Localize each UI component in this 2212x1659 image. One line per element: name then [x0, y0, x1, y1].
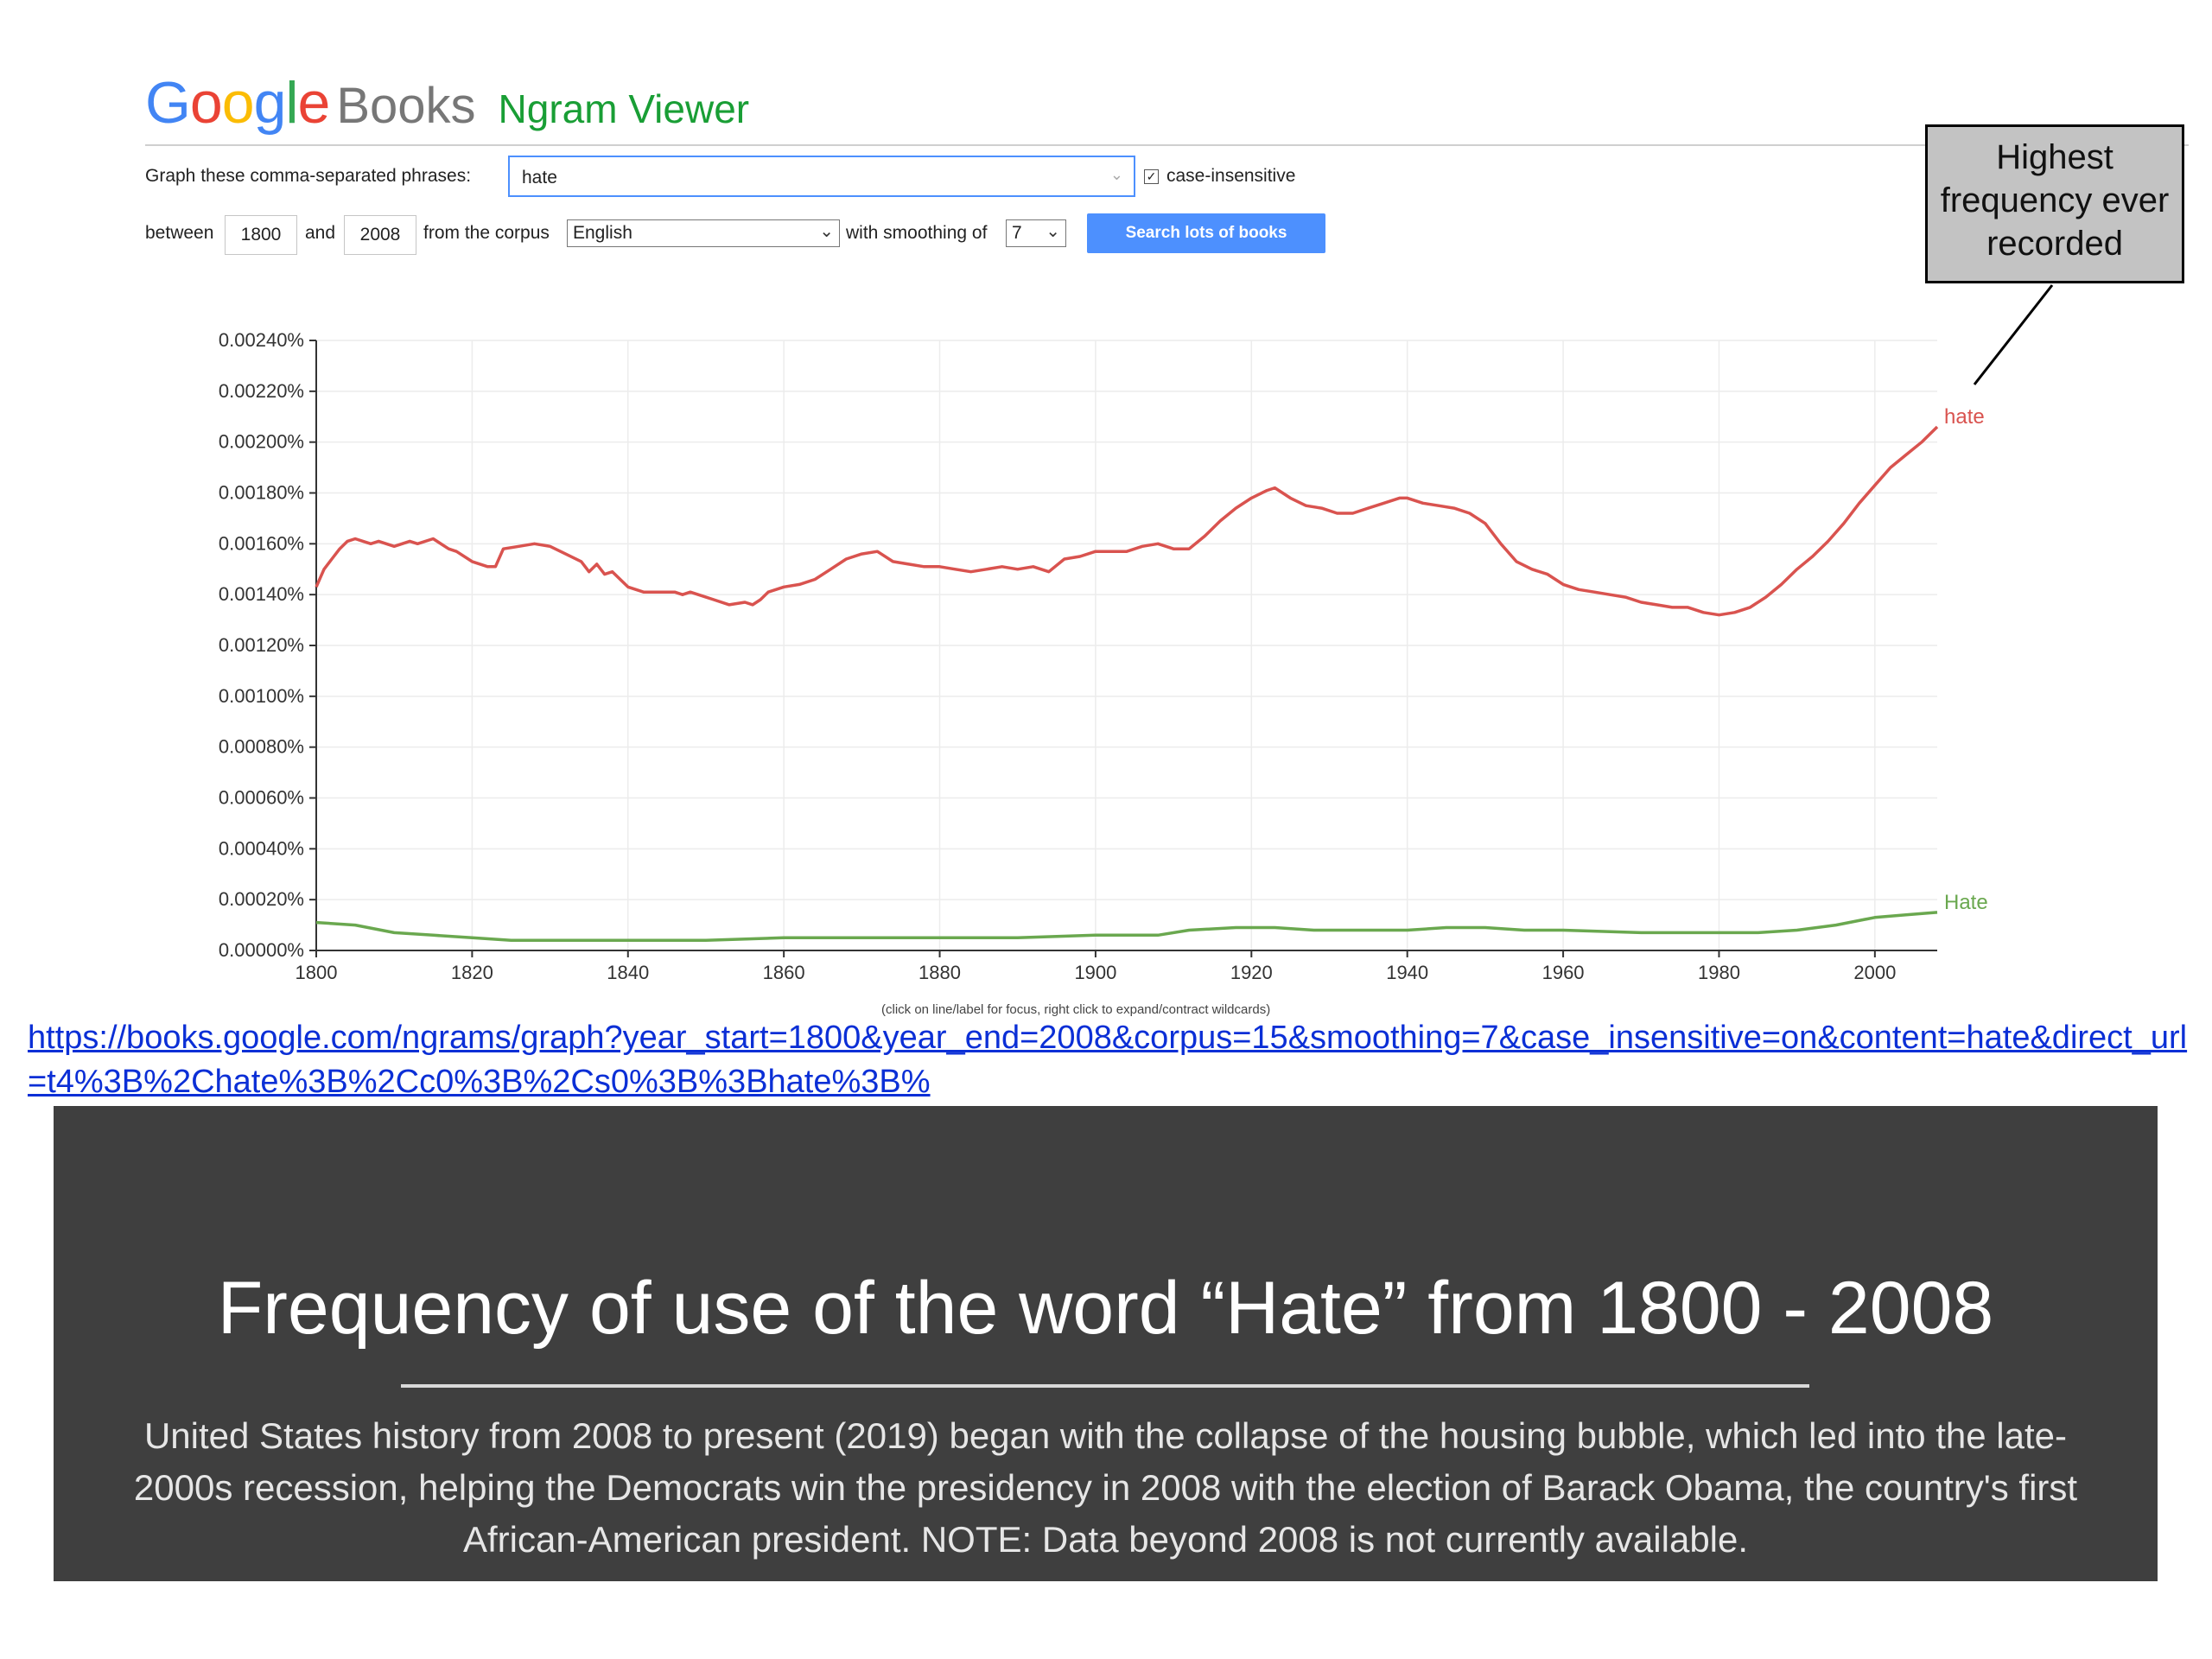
logo-letter: o: [221, 70, 255, 136]
ngram-chart: 0.00000% 0.00020% 0.00040% 0.00060% 0.00080%…: [219, 284, 2054, 983]
smoothing-label: with smoothing of: [846, 223, 988, 243]
y-tick-label: 0.00100%: [219, 685, 304, 707]
app-title: Ngram Viewer: [498, 86, 750, 131]
between-label: between: [145, 223, 214, 243]
chevron-down-icon: ⌄: [1046, 222, 1060, 241]
year-start-input[interactable]: 1800: [225, 215, 297, 255]
callout-pointer-line: [1973, 284, 2054, 385]
x-tick-label: 1840: [607, 962, 649, 983]
y-tick-label: 0.00220%: [219, 380, 304, 402]
year-end-input[interactable]: 2008: [344, 215, 416, 255]
x-tick-label: 1940: [1386, 962, 1428, 983]
highest-frequency-callout: Highest frequency ever recorded: [1925, 124, 2184, 283]
chevron-down-icon: ⌄: [819, 222, 834, 241]
panel-divider: [401, 1384, 1809, 1388]
year-start-value: 1800: [240, 225, 282, 245]
series-label: Hate: [1944, 891, 1988, 914]
x-tick-label: 1800: [296, 962, 338, 983]
x-tick-label: 1960: [1542, 962, 1585, 983]
header-divider: [145, 144, 2189, 146]
x-tick-label: 1880: [918, 962, 961, 983]
y-tick-label: 0.00080%: [219, 736, 304, 758]
smoothing-value: 7: [1012, 223, 1022, 243]
chart-series: hate Hate: [315, 405, 1988, 942]
google-wordmark: Google: [145, 69, 331, 137]
y-tick-label: 0.00140%: [219, 583, 304, 605]
corpus-select[interactable]: English ⌄: [567, 219, 840, 247]
x-tick-label: 1980: [1698, 962, 1740, 983]
y-tick-label: 0.00040%: [219, 837, 304, 859]
ngram-url-link[interactable]: https://books.google.com/ngrams/graph?ye…: [28, 1020, 2188, 1100]
panel-body: United States history from 2008 to prese…: [133, 1415, 2078, 1560]
x-tick-label: 1920: [1230, 962, 1273, 983]
y-tick-label: 0.00180%: [219, 482, 304, 504]
corpus-label: from the corpus: [423, 223, 550, 243]
x-tick-label: 1820: [451, 962, 493, 983]
search-button[interactable]: Search lots of books: [1087, 213, 1325, 253]
input-dropdown-icon: ⌄: [1109, 166, 1123, 183]
phrases-label: Graph these comma-separated phrases:: [145, 166, 472, 186]
case-insensitive-label: case-insensitive: [1166, 166, 1296, 186]
panel-title: Frequency of use of the word “Hate” from…: [217, 1267, 1994, 1350]
smoothing-select[interactable]: 7 ⌄: [1006, 219, 1066, 247]
x-tick-label: 1900: [1074, 962, 1116, 983]
chart-instructions: (click on line/label for focus, right cl…: [881, 1002, 1271, 1017]
check-icon: ✓: [1146, 169, 1157, 183]
y-tick-label: 0.00120%: [219, 634, 304, 656]
series-label: hate: [1944, 405, 1985, 429]
and-label: and: [305, 223, 336, 243]
y-tick-label: 0.00240%: [219, 329, 304, 351]
logo-letter: e: [297, 70, 331, 136]
y-tick-label: 0.00020%: [219, 888, 304, 910]
year-end-value: 2008: [359, 225, 401, 245]
logo-letter: g: [253, 70, 287, 136]
y-tick-label: 0.00200%: [219, 431, 304, 453]
corpus-value: English: [573, 223, 632, 243]
logo-letter: l: [285, 70, 298, 136]
chart-axes: 0.00000% 0.00020% 0.00040% 0.00060% 0.00080%…: [219, 329, 1937, 983]
case-insensitive-checkbox[interactable]: ✓: [1144, 169, 1159, 184]
books-label: Books: [336, 78, 476, 134]
x-tick-label: 2000: [1853, 962, 1896, 983]
x-tick-label: 1860: [763, 962, 805, 983]
series-line-hate: [315, 911, 1938, 942]
y-tick-label: 0.00060%: [219, 787, 304, 809]
logo-letter: o: [189, 70, 223, 136]
chart-grid: [316, 340, 1937, 950]
google-books-logo[interactable]: Google Books Ngram Viewer: [145, 69, 749, 138]
phrases-input[interactable]: hate ⌄: [508, 156, 1135, 197]
series-line-hate: [315, 425, 1939, 617]
y-tick-label: 0.00160%: [219, 532, 304, 554]
caption-panel: Frequency of use of the word “Hate” from…: [54, 1106, 2158, 1581]
phrases-input-value: hate: [522, 168, 557, 188]
y-tick-label: 0.00000%: [219, 939, 304, 961]
logo-letter: G: [145, 70, 191, 136]
